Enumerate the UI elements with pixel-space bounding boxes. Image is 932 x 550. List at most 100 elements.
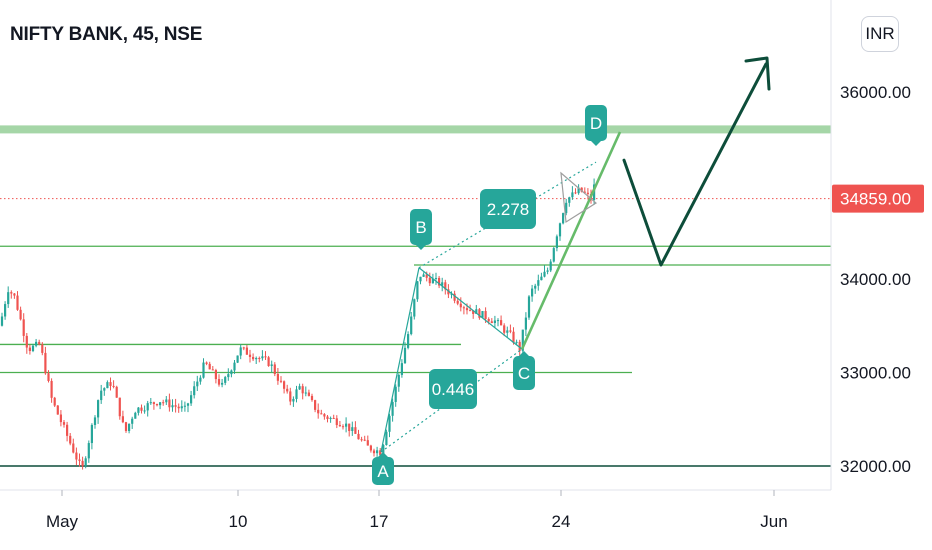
candle-34 [106,380,109,389]
candle-body [531,288,534,297]
candle-body [10,292,13,294]
candle-body [146,403,149,411]
candle-body [509,330,512,332]
candle-62 [193,381,196,399]
candle-183 [568,196,571,207]
candle-body [87,443,90,459]
candle-57 [177,403,180,413]
candle-39 [121,410,124,424]
candle-body [286,388,289,392]
candle-54 [168,393,171,412]
candle-99 [307,389,310,397]
point-label-text: A [377,462,389,481]
candle-body [103,388,106,391]
candle-body [400,363,403,375]
candle-body [506,330,509,333]
candle-body [140,407,143,411]
candle-141 [438,275,441,289]
candle-35 [109,377,112,391]
candle-body [267,357,270,366]
candle-body [518,341,521,351]
candle-33 [103,387,106,396]
candle-93 [289,387,292,406]
candle-78 [242,346,245,351]
candle-body [193,386,196,396]
candle-body [171,405,174,408]
projection-arrowhead [744,56,771,91]
candle-body [177,406,180,409]
candle-body [25,335,28,348]
candle-body [540,276,543,281]
candle-181 [562,212,565,225]
candle-7 [22,313,25,343]
candle-132 [410,312,413,336]
candle-body [230,370,233,375]
candle-body [199,377,202,382]
candle-13 [41,342,44,356]
candle-171 [531,284,534,302]
candle-152 [472,310,475,319]
candle-148 [459,297,462,312]
candle-52 [162,399,165,406]
candle-body [221,382,224,385]
candle-46 [143,405,146,414]
candle-body [261,356,264,359]
candle-body [134,412,137,419]
candle-16 [50,378,53,403]
candle-body [500,320,503,326]
candle-body [496,320,500,322]
candle-176 [546,267,549,275]
point-label-box [410,209,432,245]
candle-101 [314,399,317,413]
candle-66 [205,361,208,366]
candle-body [258,358,261,360]
candle-155 [481,310,484,318]
candle-body [465,308,469,311]
candle-162 [503,323,506,337]
candle-body [558,223,562,237]
candle-body [416,281,419,300]
candle-47 [146,400,149,417]
candle-159 [493,315,496,328]
candle-body [320,413,323,415]
candle-112 [348,423,351,437]
candle-98 [304,386,307,397]
ratio-ac: 0.446 [429,369,477,409]
candle-body [326,416,329,419]
candle-body [555,236,558,249]
candle-body [255,358,258,360]
candle-body [224,377,227,383]
candle-122 [379,447,382,456]
candle-17 [53,396,56,408]
candle-body [456,300,459,304]
candle-9 [28,344,31,355]
candle-119 [369,444,372,453]
candle-5 [16,291,19,311]
candle-body [0,316,4,326]
candle-80 [248,349,252,363]
candle-109 [338,421,341,427]
axes: 36000.00 34000.00 33000.00 32000.00 34859.00… [0,0,924,531]
candle-body [292,398,295,402]
candle-body [546,270,549,272]
candle-180 [558,222,562,241]
candle-87 [270,360,273,373]
candle-79 [245,344,248,355]
candle-77 [239,344,242,360]
candle-64 [199,375,202,385]
candle-body [376,450,379,454]
candle-63 [196,375,199,392]
candle-37 [115,385,118,398]
point-label-text: C [518,364,530,383]
candle-4 [13,293,16,299]
candle-8 [25,332,28,354]
candle-131 [407,331,410,350]
currency-button[interactable]: INR [861,16,899,52]
candle-body [100,390,103,401]
candle-189 [586,188,589,200]
candle-body [478,309,481,318]
candle-65 [202,358,205,379]
candle-body [41,344,44,353]
candle-body [413,299,416,317]
